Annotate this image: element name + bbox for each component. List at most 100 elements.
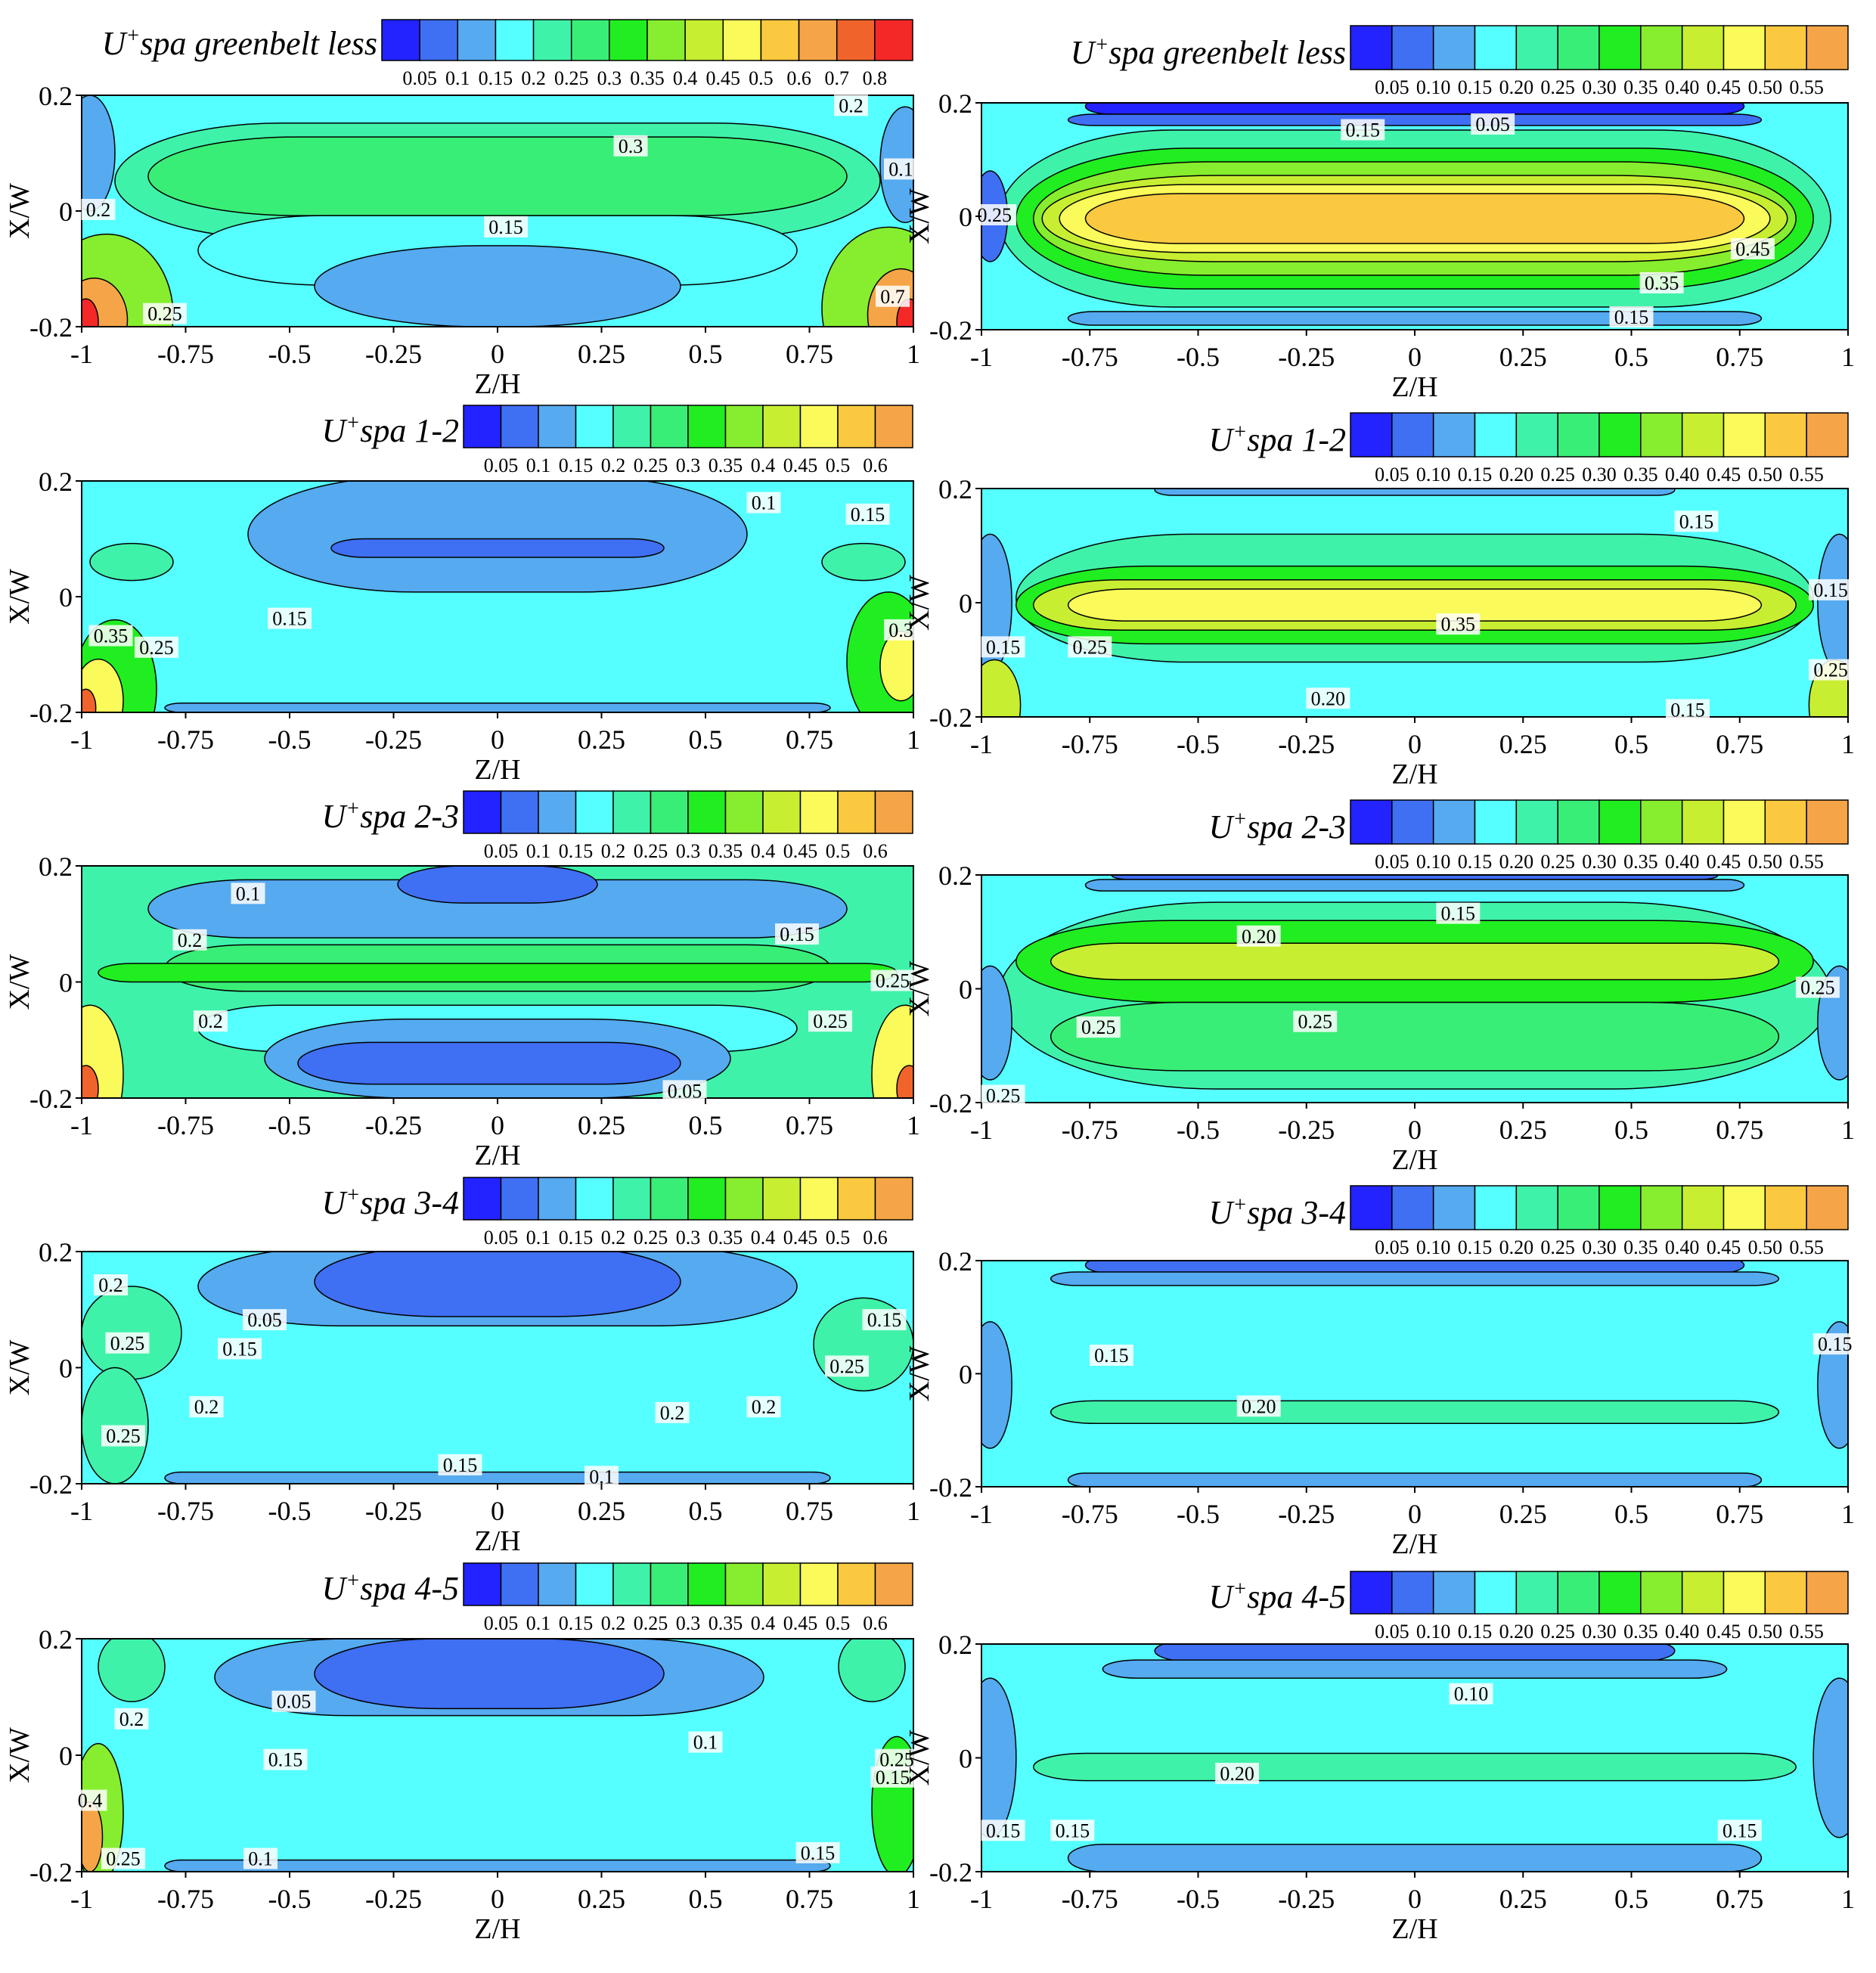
colorbar-tick-label: 0.05	[484, 1612, 519, 1634]
contour-label-bg	[655, 1401, 690, 1423]
colorbar-tick-label: 0.55	[1789, 1621, 1824, 1643]
contour-label: 0.15	[876, 1767, 910, 1788]
colorbar-cell	[1681, 25, 1725, 70]
contour-label-bg	[1341, 119, 1385, 141]
x-tick-label: -1	[70, 1884, 93, 1914]
contour-label-bg	[1717, 1819, 1762, 1841]
colorbar-tick-label: 0.10	[1416, 851, 1451, 873]
x-tick-label: 0.5	[1614, 1499, 1648, 1529]
contour-label-bg	[1809, 659, 1853, 681]
contour-label: 0.4	[78, 1790, 103, 1812]
colorbar-tick-label: 0.40	[1665, 1621, 1700, 1643]
colorbar-tick-label: 0.05	[484, 1227, 519, 1249]
x-tick-label: -1	[70, 1110, 93, 1140]
contour-label: 0.1	[248, 1848, 273, 1870]
colorbar-tick-label: 0.15	[1458, 851, 1493, 873]
contour-field	[82, 866, 913, 1098]
chart-title: U+spa 1-2	[1209, 420, 1346, 458]
x-tick-label: 0.5	[1614, 729, 1648, 759]
colorbar-cell	[495, 19, 535, 61]
x-tick-label: 1	[907, 1110, 920, 1140]
contour-label-bg	[876, 285, 910, 307]
x-tick-label: 0.75	[786, 339, 833, 369]
colorbar-cell	[575, 405, 614, 448]
colorbar-cell	[687, 790, 727, 834]
colorbar-tick-label: 0.7	[824, 67, 849, 89]
colorbar-cell	[609, 19, 648, 61]
contour-label: 0.20	[1311, 687, 1346, 709]
title-superscript: +	[1094, 33, 1109, 57]
x-tick-label: 0.25	[1499, 342, 1547, 372]
contour-label: 0.2	[752, 1396, 777, 1418]
x-tick-label: 0.5	[1614, 342, 1648, 372]
colorbar-tick-label: 0.55	[1789, 1236, 1824, 1258]
contour-label: 0.15	[1818, 1333, 1853, 1355]
contour-band	[838, 1639, 906, 1702]
colorbar-cell	[687, 405, 727, 448]
contour-label: 0.15	[780, 923, 814, 945]
colorbar-cell	[1350, 412, 1393, 458]
contour-label-bg	[105, 1332, 150, 1354]
contour-label-bg	[884, 158, 918, 180]
x-axis-label: Z/H	[474, 1525, 520, 1557]
x-axis-label: Z/H	[1391, 1913, 1437, 1945]
contour-label-bg	[88, 625, 133, 647]
colorbar-cell	[799, 1177, 839, 1221]
colorbar-cell	[419, 19, 459, 61]
contour-band	[82, 95, 116, 212]
colorbar-cell	[538, 1562, 577, 1606]
colorbar-tick-label: 0.20	[1499, 1621, 1534, 1643]
contour-band	[1084, 879, 1745, 892]
x-tick-label: -0.75	[157, 339, 214, 369]
x-tick-label: -1	[970, 1884, 993, 1914]
y-tick-label: 0.2	[39, 81, 73, 111]
contour-label: 0.3	[888, 619, 913, 641]
contour-label-bg	[884, 619, 918, 641]
colorbar-tick-label: 0.55	[1789, 464, 1824, 485]
x-tick-label: 0.5	[689, 724, 723, 755]
colorbar-cell	[1515, 1571, 1558, 1615]
contour-label-bg	[1639, 272, 1684, 293]
contour-field	[981, 489, 1848, 717]
colorbar-cell	[762, 1562, 802, 1606]
contour-band	[896, 1065, 913, 1098]
x-tick-label: 0.25	[1499, 1884, 1547, 1914]
x-tick-label: -0.75	[1062, 729, 1118, 759]
colorbar-cell	[1432, 412, 1476, 458]
contour-label-bg	[1436, 613, 1481, 635]
x-tick-label: 1	[907, 1496, 920, 1526]
colorbar-cell	[500, 405, 539, 448]
x-tick-label: 0	[491, 724, 504, 755]
contour-label-bg	[143, 302, 187, 324]
contour-band	[314, 1252, 681, 1317]
y-tick-label: 0	[59, 968, 73, 998]
colorbar-cell	[724, 790, 764, 834]
colorbar-cell	[457, 19, 497, 61]
colorbar-cell	[1764, 412, 1807, 458]
colorbar-cell	[463, 1177, 502, 1221]
contour-label-bg	[795, 1841, 840, 1863]
x-tick-label: 0	[491, 1884, 504, 1914]
colorbar-cell	[1806, 1571, 1849, 1615]
y-tick-label: 0	[959, 202, 972, 232]
x-tick-label: -0.5	[268, 339, 312, 369]
colorbar-cell	[1640, 25, 1683, 70]
y-tick-label: 0.2	[938, 1630, 972, 1660]
colorbar-tick-label: 0.40	[1665, 1236, 1700, 1258]
chart-panel: 0.100.200.15 0.15 0.150.20-0.2X/W-1 -0.75 -0…	[904, 1571, 1855, 1945]
contour-label: 0.2	[86, 199, 111, 221]
x-tick-label: -0.5	[1177, 729, 1220, 759]
contour-band	[1084, 193, 1745, 244]
colorbar-cell	[538, 405, 577, 448]
y-tick-label: -0.2	[929, 703, 972, 733]
x-tick-label: 1	[1841, 1499, 1855, 1529]
contour-field	[981, 1644, 1848, 1872]
colorbar-tick-label: 0.30	[1582, 464, 1617, 485]
y-tick-label: 0.2	[938, 88, 972, 119]
title-superscript: +	[1233, 1193, 1247, 1217]
colorbar-tick-label: 0.10	[1416, 1621, 1451, 1643]
x-tick-label: -1	[70, 1496, 93, 1526]
contour-label-bg	[981, 636, 1025, 658]
title-symbol: U	[1209, 1194, 1236, 1231]
colorbar-cell	[1640, 799, 1683, 845]
